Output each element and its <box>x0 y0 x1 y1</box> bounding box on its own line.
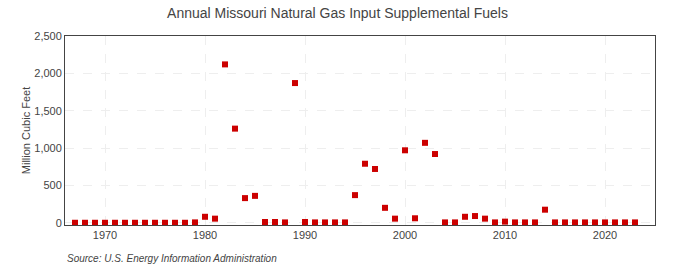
svg-text:Million Cubic Feet: Million Cubic Feet <box>20 87 32 174</box>
svg-text:Annual Missouri Natural Gas In: Annual Missouri Natural Gas Input Supple… <box>167 5 508 21</box>
svg-text:2010: 2010 <box>493 229 517 241</box>
svg-text:2020: 2020 <box>593 229 617 241</box>
svg-text:2,000: 2,000 <box>34 67 62 79</box>
svg-text:Source: U.S. Energy Informatio: Source: U.S. Energy Information Administ… <box>67 253 277 264</box>
svg-text:1970: 1970 <box>93 229 117 241</box>
svg-text:1,000: 1,000 <box>34 142 62 154</box>
svg-text:1980: 1980 <box>193 229 217 241</box>
svg-text:1990: 1990 <box>293 229 317 241</box>
svg-text:2000: 2000 <box>393 229 417 241</box>
svg-text:1,500: 1,500 <box>34 105 62 117</box>
svg-text:0: 0 <box>56 217 62 229</box>
svg-text:2,500: 2,500 <box>34 30 62 42</box>
svg-text:500: 500 <box>43 179 61 191</box>
